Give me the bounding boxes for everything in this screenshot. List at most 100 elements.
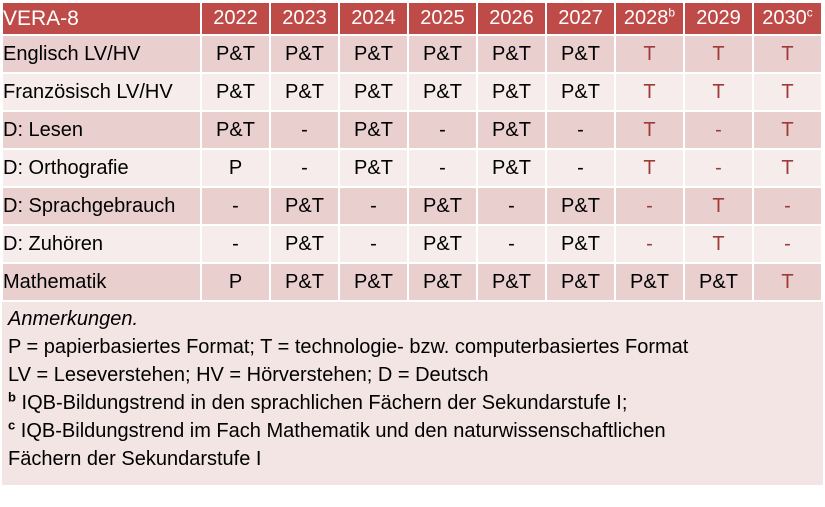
- year-cell: T: [616, 74, 683, 110]
- year-cell: -: [409, 112, 476, 148]
- year-cell: P&T: [409, 74, 476, 110]
- year-cell: P&T: [409, 36, 476, 72]
- year-cell: P: [202, 150, 269, 186]
- year-cell: P&T: [340, 36, 407, 72]
- row-label: Englisch LV/HV: [3, 36, 200, 72]
- table-row: D: Zuhören - P&T - P&T - P&T - T -: [3, 226, 821, 262]
- table-row: Französisch LV/HV P&T P&T P&T P&T P&T P&T T T T: [3, 74, 821, 110]
- note-line: c IQB-Bildungstrend im Fach Mathematik u…: [8, 417, 815, 473]
- year-cell: -: [202, 226, 269, 262]
- year-cell: T: [616, 150, 683, 186]
- row-label: D: Zuhören: [3, 226, 200, 262]
- year-cell: P&T: [271, 74, 338, 110]
- year-cell: P&T: [202, 112, 269, 148]
- year-cell: P&T: [478, 264, 545, 300]
- table-body: Englisch LV/HV P&T P&T P&T P&T P&T P&T T T T Franz…: [3, 36, 821, 300]
- note-text: P = papierbasiertes Format; T = technolo…: [8, 336, 689, 358]
- year-label: 2029: [696, 7, 741, 29]
- vera8-table: VERA-8 2022 2023 2024 2025 2026 2027 2028b 2029…: [1, 1, 823, 302]
- year-label: 2028: [623, 7, 669, 29]
- year-column-header: 2029: [685, 3, 752, 34]
- year-cell: P&T: [340, 74, 407, 110]
- year-cell: P&T: [202, 36, 269, 72]
- header-row: VERA-8 2022 2023 2024 2025 2026 2027 2028b 2029…: [3, 3, 821, 34]
- year-column-header: 2024: [340, 3, 407, 34]
- row-label: Mathematik: [3, 264, 200, 300]
- year-cell: P&T: [340, 264, 407, 300]
- year-cell: P&T: [409, 264, 476, 300]
- year-cell: -: [271, 112, 338, 148]
- table-row: D: Sprachgebrauch - P&T - P&T - P&T - T -: [3, 188, 821, 224]
- year-cell: P&T: [478, 74, 545, 110]
- year-cell: T: [685, 36, 752, 72]
- year-cell: -: [616, 226, 683, 262]
- year-label: 2023: [282, 7, 327, 29]
- year-cell: T: [754, 264, 821, 300]
- year-cell: P&T: [685, 264, 752, 300]
- row-label: D: Sprachgebrauch: [3, 188, 200, 224]
- year-cell: P&T: [340, 112, 407, 148]
- year-cell: P&T: [409, 226, 476, 262]
- table-row: D: Orthografie P - P&T - P&T - T - T: [3, 150, 821, 186]
- note-line: LV = Leseverstehen; HV = Hörverstehen; D…: [8, 361, 815, 389]
- footnote-marker: c: [806, 5, 813, 20]
- year-cell: P&T: [271, 188, 338, 224]
- year-cell: P: [202, 264, 269, 300]
- year-column-header: 2028b: [616, 3, 683, 34]
- row-label: D: Lesen: [3, 112, 200, 148]
- note-line: P = papierbasiertes Format; T = technolo…: [8, 333, 815, 361]
- year-cell: P&T: [547, 264, 614, 300]
- year-cell: T: [685, 226, 752, 262]
- year-cell: P&T: [409, 188, 476, 224]
- year-cell: P&T: [547, 74, 614, 110]
- year-cell: -: [340, 188, 407, 224]
- row-label: D: Orthografie: [3, 150, 200, 186]
- year-label: 2027: [558, 7, 603, 29]
- year-cell: T: [754, 74, 821, 110]
- footnote-marker: b: [668, 5, 676, 20]
- row-label: Französisch LV/HV: [3, 74, 200, 110]
- year-cell: T: [616, 36, 683, 72]
- year-column-header: 2027: [547, 3, 614, 34]
- year-column-header: 2022: [202, 3, 269, 34]
- year-cell: P&T: [478, 36, 545, 72]
- year-cell: T: [616, 112, 683, 148]
- year-cell: P&T: [271, 264, 338, 300]
- notes-section: Anmerkungen. P = papierbasiertes Format;…: [2, 302, 823, 485]
- year-cell: -: [685, 150, 752, 186]
- year-cell: -: [202, 188, 269, 224]
- year-cell: P&T: [616, 264, 683, 300]
- notes-heading: Anmerkungen.: [8, 308, 139, 330]
- year-cell: -: [409, 150, 476, 186]
- year-cell: -: [754, 188, 821, 224]
- year-label: 2022: [213, 7, 258, 29]
- year-column-header: 2025: [409, 3, 476, 34]
- year-label: 2024: [351, 7, 396, 29]
- note-lines: P = papierbasiertes Format; T = technolo…: [8, 333, 815, 473]
- note-text: IQB-Bildungstrend in den sprachlichen Fä…: [21, 392, 628, 414]
- table-title: VERA-8: [3, 3, 200, 34]
- note-text: LV = Leseverstehen; HV = Hörverstehen; D…: [8, 364, 489, 386]
- year-cell: T: [754, 150, 821, 186]
- year-cell: P&T: [547, 188, 614, 224]
- year-cell: -: [478, 188, 545, 224]
- year-cell: -: [547, 112, 614, 148]
- year-cell: T: [754, 36, 821, 72]
- year-cell: -: [478, 226, 545, 262]
- year-cell: -: [685, 112, 752, 148]
- table-row: D: Lesen P&T - P&T - P&T - T - T: [3, 112, 821, 148]
- year-cell: P&T: [271, 36, 338, 72]
- year-cell: T: [685, 188, 752, 224]
- year-cell: -: [754, 226, 821, 262]
- year-column-header: 2023: [271, 3, 338, 34]
- year-cell: P&T: [202, 74, 269, 110]
- year-label: 2026: [489, 7, 534, 29]
- year-cell: -: [271, 150, 338, 186]
- year-cell: P&T: [478, 112, 545, 148]
- year-cell: P&T: [340, 150, 407, 186]
- year-column-header: 2030c: [754, 3, 821, 34]
- year-label: 2025: [420, 7, 465, 29]
- year-cell: -: [340, 226, 407, 262]
- note-line: b IQB-Bildungstrend in den sprachlichen …: [8, 389, 815, 417]
